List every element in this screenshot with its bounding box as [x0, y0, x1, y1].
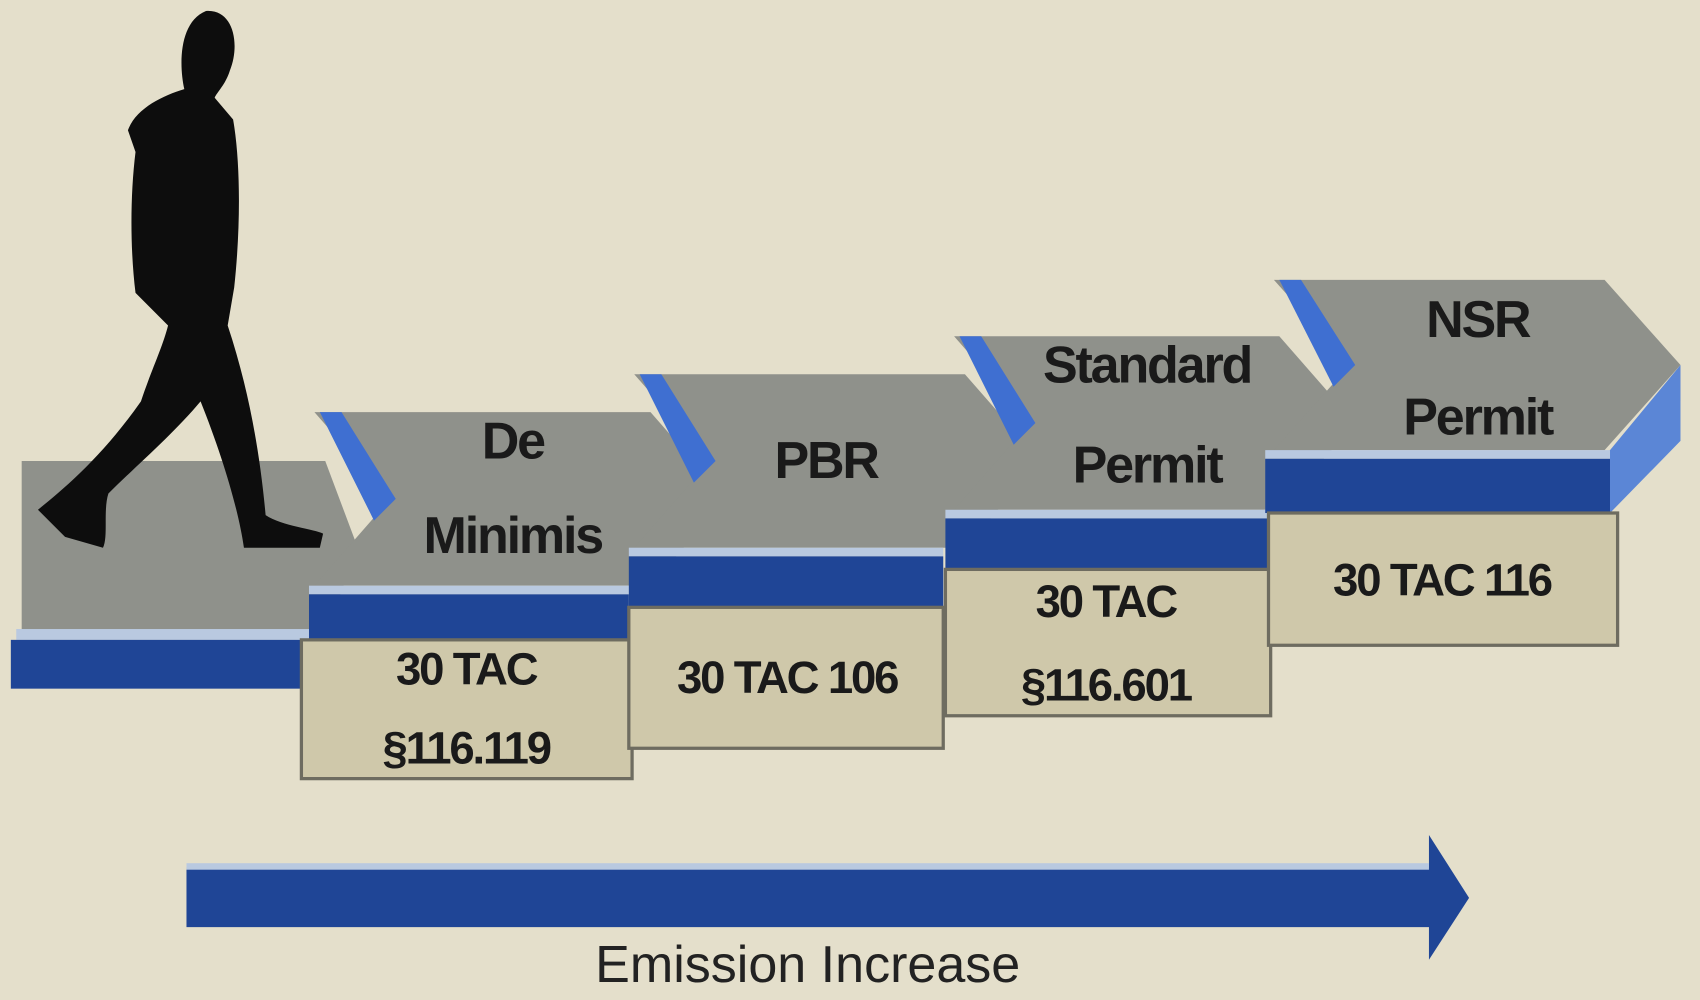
step-label: NSR: [1426, 291, 1531, 349]
step-label: De: [482, 412, 545, 470]
step-label: Permit: [1073, 436, 1224, 494]
arrow-highlight: [186, 863, 1428, 870]
step-label: Minimis: [424, 507, 603, 565]
step-label: Permit: [1403, 389, 1554, 447]
step-band: [629, 556, 943, 607]
rule-label: 30 TAC 116: [1333, 555, 1552, 606]
rule-label: §116.119: [382, 723, 550, 774]
diagram: De Minimis 30 TAC §116.119 PBR 30 TAC 106 Stan…: [0, 0, 1700, 1000]
step-band: [945, 518, 1270, 569]
page: De Minimis 30 TAC §116.119 PBR 30 TAC 106 Stan…: [0, 0, 1700, 1000]
start-band: [11, 640, 309, 689]
rule-label: 30 TAC: [396, 643, 538, 694]
start-edge: [16, 629, 314, 640]
step-edge: [1265, 450, 1610, 459]
rule-label: §116.601: [1021, 660, 1193, 711]
step-edge: [629, 548, 943, 557]
arrow-label: Emission Increase: [595, 936, 1020, 994]
rule-label: 30 TAC: [1036, 576, 1178, 627]
step-label: PBR: [774, 432, 879, 490]
step-edge: [309, 586, 629, 595]
step-band: [1265, 459, 1610, 513]
step-edge: [945, 510, 1270, 519]
rule-label: 30 TAC 106: [677, 652, 898, 703]
step-label: Standard: [1043, 337, 1251, 395]
step-band: [309, 594, 629, 640]
